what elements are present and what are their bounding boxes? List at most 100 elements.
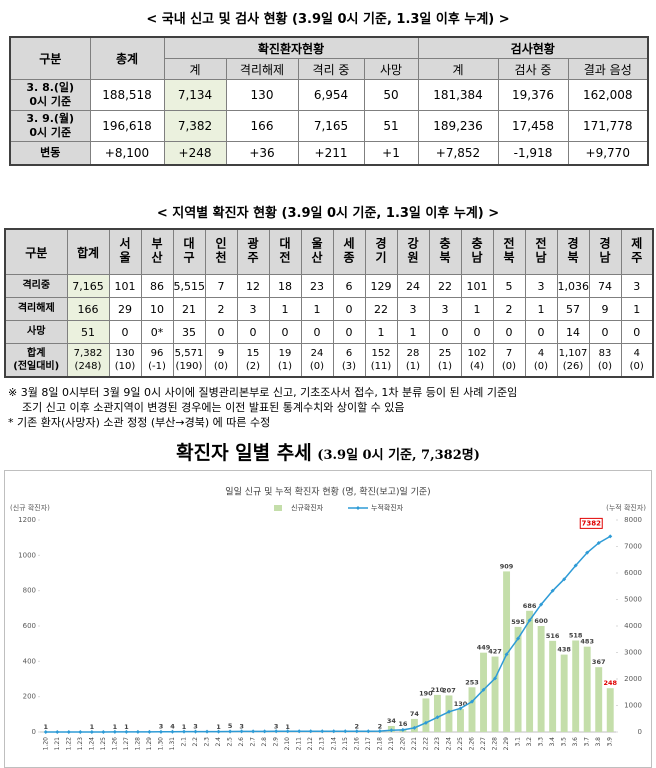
- table-cell: 15 (2): [236, 343, 270, 378]
- table-cell: 130: [225, 79, 299, 111]
- x-tick-label: 1.30: [157, 737, 164, 751]
- x-tick-label: 2.19: [388, 737, 395, 751]
- table-cell: +248: [163, 141, 227, 166]
- x-tick-label: 2.15: [342, 737, 349, 751]
- cell-line: 4: [537, 348, 545, 359]
- table-cell: 166: [225, 110, 299, 142]
- line-marker: [251, 729, 256, 734]
- header-text: 인천: [213, 236, 228, 265]
- table-cell: 3: [236, 297, 270, 321]
- table-cell: 5: [492, 274, 526, 298]
- cell-line: (0): [213, 361, 229, 372]
- header-text: 충북: [437, 236, 452, 265]
- table-cell: 57: [556, 297, 590, 321]
- line-marker: [504, 652, 509, 657]
- table-cell: 101: [108, 274, 142, 298]
- header-cell: 세종: [332, 228, 366, 275]
- bar: [595, 667, 603, 732]
- table-cell: 86: [140, 274, 174, 298]
- table-cell: 130 (10): [108, 343, 142, 378]
- data-label: 909: [500, 562, 514, 570]
- x-tick-label: 2.11: [296, 737, 303, 751]
- bar: [549, 640, 557, 732]
- table-cell: +211: [297, 141, 365, 166]
- table-cell: 102 (4): [460, 343, 494, 378]
- cell-line: 1,107: [558, 348, 588, 359]
- header-cell: 결과 음성: [567, 58, 649, 80]
- table-cell: 2: [492, 297, 526, 321]
- x-tick-label: 2.18: [376, 737, 383, 751]
- x-tick-label: 2.10: [284, 737, 291, 751]
- y-axis-label: (신규 확진자): [10, 503, 50, 512]
- table-cell: 0: [236, 320, 270, 344]
- line-marker: [182, 729, 186, 734]
- header-text: 울산: [309, 236, 324, 265]
- cell-line: 5,571: [174, 348, 204, 359]
- data-label: 190: [419, 689, 433, 697]
- row-label: 3. 8.(일) 0시 기준: [9, 79, 91, 111]
- table-cell: 0: [332, 320, 366, 344]
- table-cell: 0: [332, 297, 366, 321]
- bar: [457, 709, 464, 732]
- data-label: 3: [159, 722, 164, 730]
- table-cell: 3: [620, 274, 654, 298]
- line-marker: [170, 729, 175, 734]
- line-marker: [205, 729, 210, 734]
- table-row: 격리해제 166 29 10 21 2 3 1 1 0 22 3 3 1 2 1 57 9 1: [4, 297, 654, 321]
- table-cell: 0: [428, 320, 462, 344]
- x-tick-label: 1.29: [146, 737, 153, 751]
- cell-line: (11): [370, 361, 392, 372]
- chart-title: 일일 신규 및 누적 확진자 현황 (명, 확진(보고)일 기준): [225, 486, 430, 498]
- y-tick-label: 600: [23, 622, 36, 630]
- line-marker: [89, 729, 94, 734]
- cell-line: (-1): [148, 361, 166, 372]
- header-cell: 제주: [620, 228, 654, 275]
- cell-line: (0): [501, 361, 517, 372]
- line-marker: [285, 729, 290, 734]
- table-cell: 1: [268, 297, 302, 321]
- cell-line: 83: [598, 348, 612, 359]
- cell-line: (190): [175, 361, 203, 372]
- line-marker: [435, 715, 440, 720]
- data-label: 367: [592, 658, 606, 666]
- y2-tick-label: 5000: [624, 596, 642, 604]
- table-row: 격리중 7,165 101 86 5,515 7 12 18 23 6 129 24 22 101 5 3 1,…: [4, 274, 654, 298]
- cell-line: (10): [114, 361, 136, 372]
- note: * 기존 환자(사망자) 소관 정정 (부산→경북) 에 따른 수정: [8, 416, 271, 429]
- line-marker: [101, 729, 106, 734]
- chart: 일일 신규 및 누적 확진자 현황 (명, 확진(보고)일 기준) (신규 확진…: [4, 470, 652, 768]
- table-cell: 10: [140, 297, 174, 321]
- cell-line: 0시 기준: [29, 95, 72, 108]
- bar: [491, 656, 499, 732]
- cell-line: 28: [406, 348, 420, 359]
- y2-tick-label: 4000: [624, 622, 642, 630]
- x-tick-label: 2.3: [204, 737, 211, 747]
- header-cell: 구분: [9, 36, 91, 80]
- table-cell: 7,165: [66, 274, 110, 298]
- data-label: 1: [216, 723, 221, 731]
- y2-tick-label: 6000: [624, 569, 642, 577]
- header-cell: 구분: [4, 228, 68, 275]
- data-label: 5: [228, 722, 233, 730]
- table-cell: 5,515: [172, 274, 206, 298]
- table-cell: 1: [524, 297, 558, 321]
- header-cell: 대전: [268, 228, 302, 275]
- bar: [537, 626, 545, 732]
- table-cell: 0*: [140, 320, 174, 344]
- table-cell: 9: [588, 297, 622, 321]
- header-cell: 계: [163, 58, 227, 80]
- cell-line: 7,382: [73, 348, 103, 359]
- header-cell: 서울: [108, 228, 142, 275]
- x-tick-label: 2.23: [434, 737, 441, 751]
- header-cell: 대구: [172, 228, 206, 275]
- data-label: 7382: [581, 519, 601, 527]
- x-tick-label: 2.1: [181, 737, 188, 747]
- data-label: 1: [182, 723, 187, 731]
- line-marker: [573, 563, 578, 568]
- table-cell: 1: [620, 297, 654, 321]
- note: 조기 신고 이후 소관지역이 변경된 경우에는 이전 발표된 통계수치와 상이할…: [22, 401, 405, 414]
- line-marker: [158, 729, 163, 734]
- header-text: 부산: [149, 236, 164, 265]
- cell-line: 9: [217, 348, 225, 359]
